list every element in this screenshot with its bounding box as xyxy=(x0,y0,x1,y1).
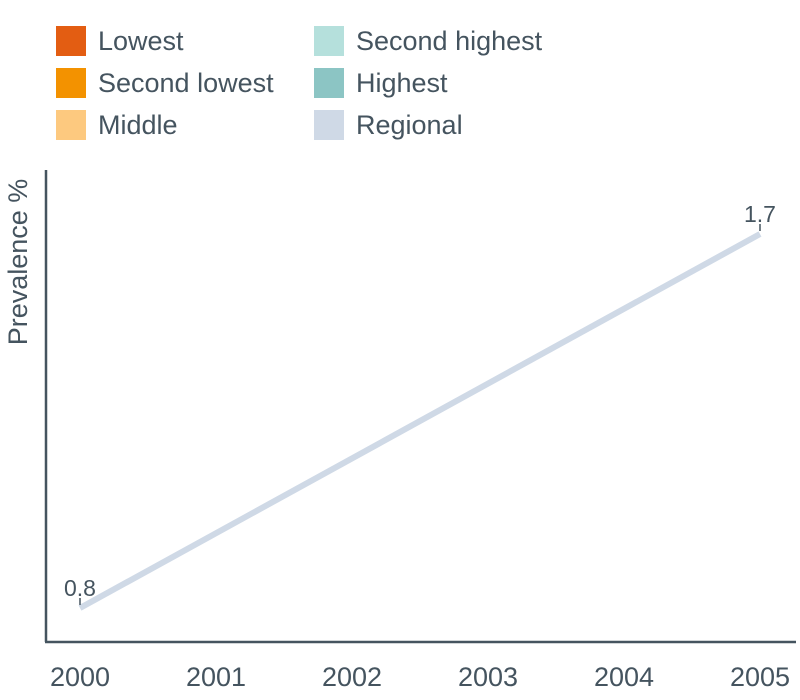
series-line-regional xyxy=(78,231,762,611)
legend-swatch-lowest xyxy=(56,26,86,56)
legend-label-second-lowest: Second lowest xyxy=(98,68,274,98)
legend-swatch-second-highest xyxy=(314,26,344,56)
legend-swatch-highest xyxy=(314,68,344,98)
chart-labels: 0.8 1.7 xyxy=(64,201,776,605)
legend-item-highest: Highest xyxy=(314,68,448,98)
legend-swatch-second-lowest xyxy=(56,68,86,98)
legend-label-highest: Highest xyxy=(356,68,448,98)
legend-label-middle: Middle xyxy=(98,110,178,140)
chart-series xyxy=(78,231,762,611)
chart-legend: Lowest Second lowest Middle Second highe… xyxy=(0,0,800,150)
legend-swatch-regional xyxy=(314,110,344,140)
chart-axes: Prevalence % 2000 2001 2002 2003 2004 2005 xyxy=(3,170,796,692)
x-tick-label: 2003 xyxy=(458,662,518,692)
data-label: 0.8 xyxy=(64,575,96,601)
legend-swatch-middle xyxy=(56,110,86,140)
x-tick-label: 2004 xyxy=(594,662,654,692)
legend-label-lowest: Lowest xyxy=(98,26,184,56)
x-tick-label: 2005 xyxy=(730,662,790,692)
legend-label-second-highest: Second highest xyxy=(356,26,543,56)
legend-item-regional: Regional xyxy=(314,110,463,140)
legend-label-regional: Regional xyxy=(356,110,463,140)
x-tick-label: 2000 xyxy=(50,662,110,692)
x-tick-label: 2002 xyxy=(322,662,382,692)
x-tick-label: 2001 xyxy=(186,662,246,692)
data-label: 1.7 xyxy=(744,201,776,227)
legend-item-middle: Middle xyxy=(56,110,178,140)
legend-item-second-lowest: Second lowest xyxy=(56,68,274,98)
legend-item-lowest: Lowest xyxy=(56,26,184,56)
y-axis-title: Prevalence % xyxy=(3,179,33,346)
legend-item-second-highest: Second highest xyxy=(314,26,542,56)
